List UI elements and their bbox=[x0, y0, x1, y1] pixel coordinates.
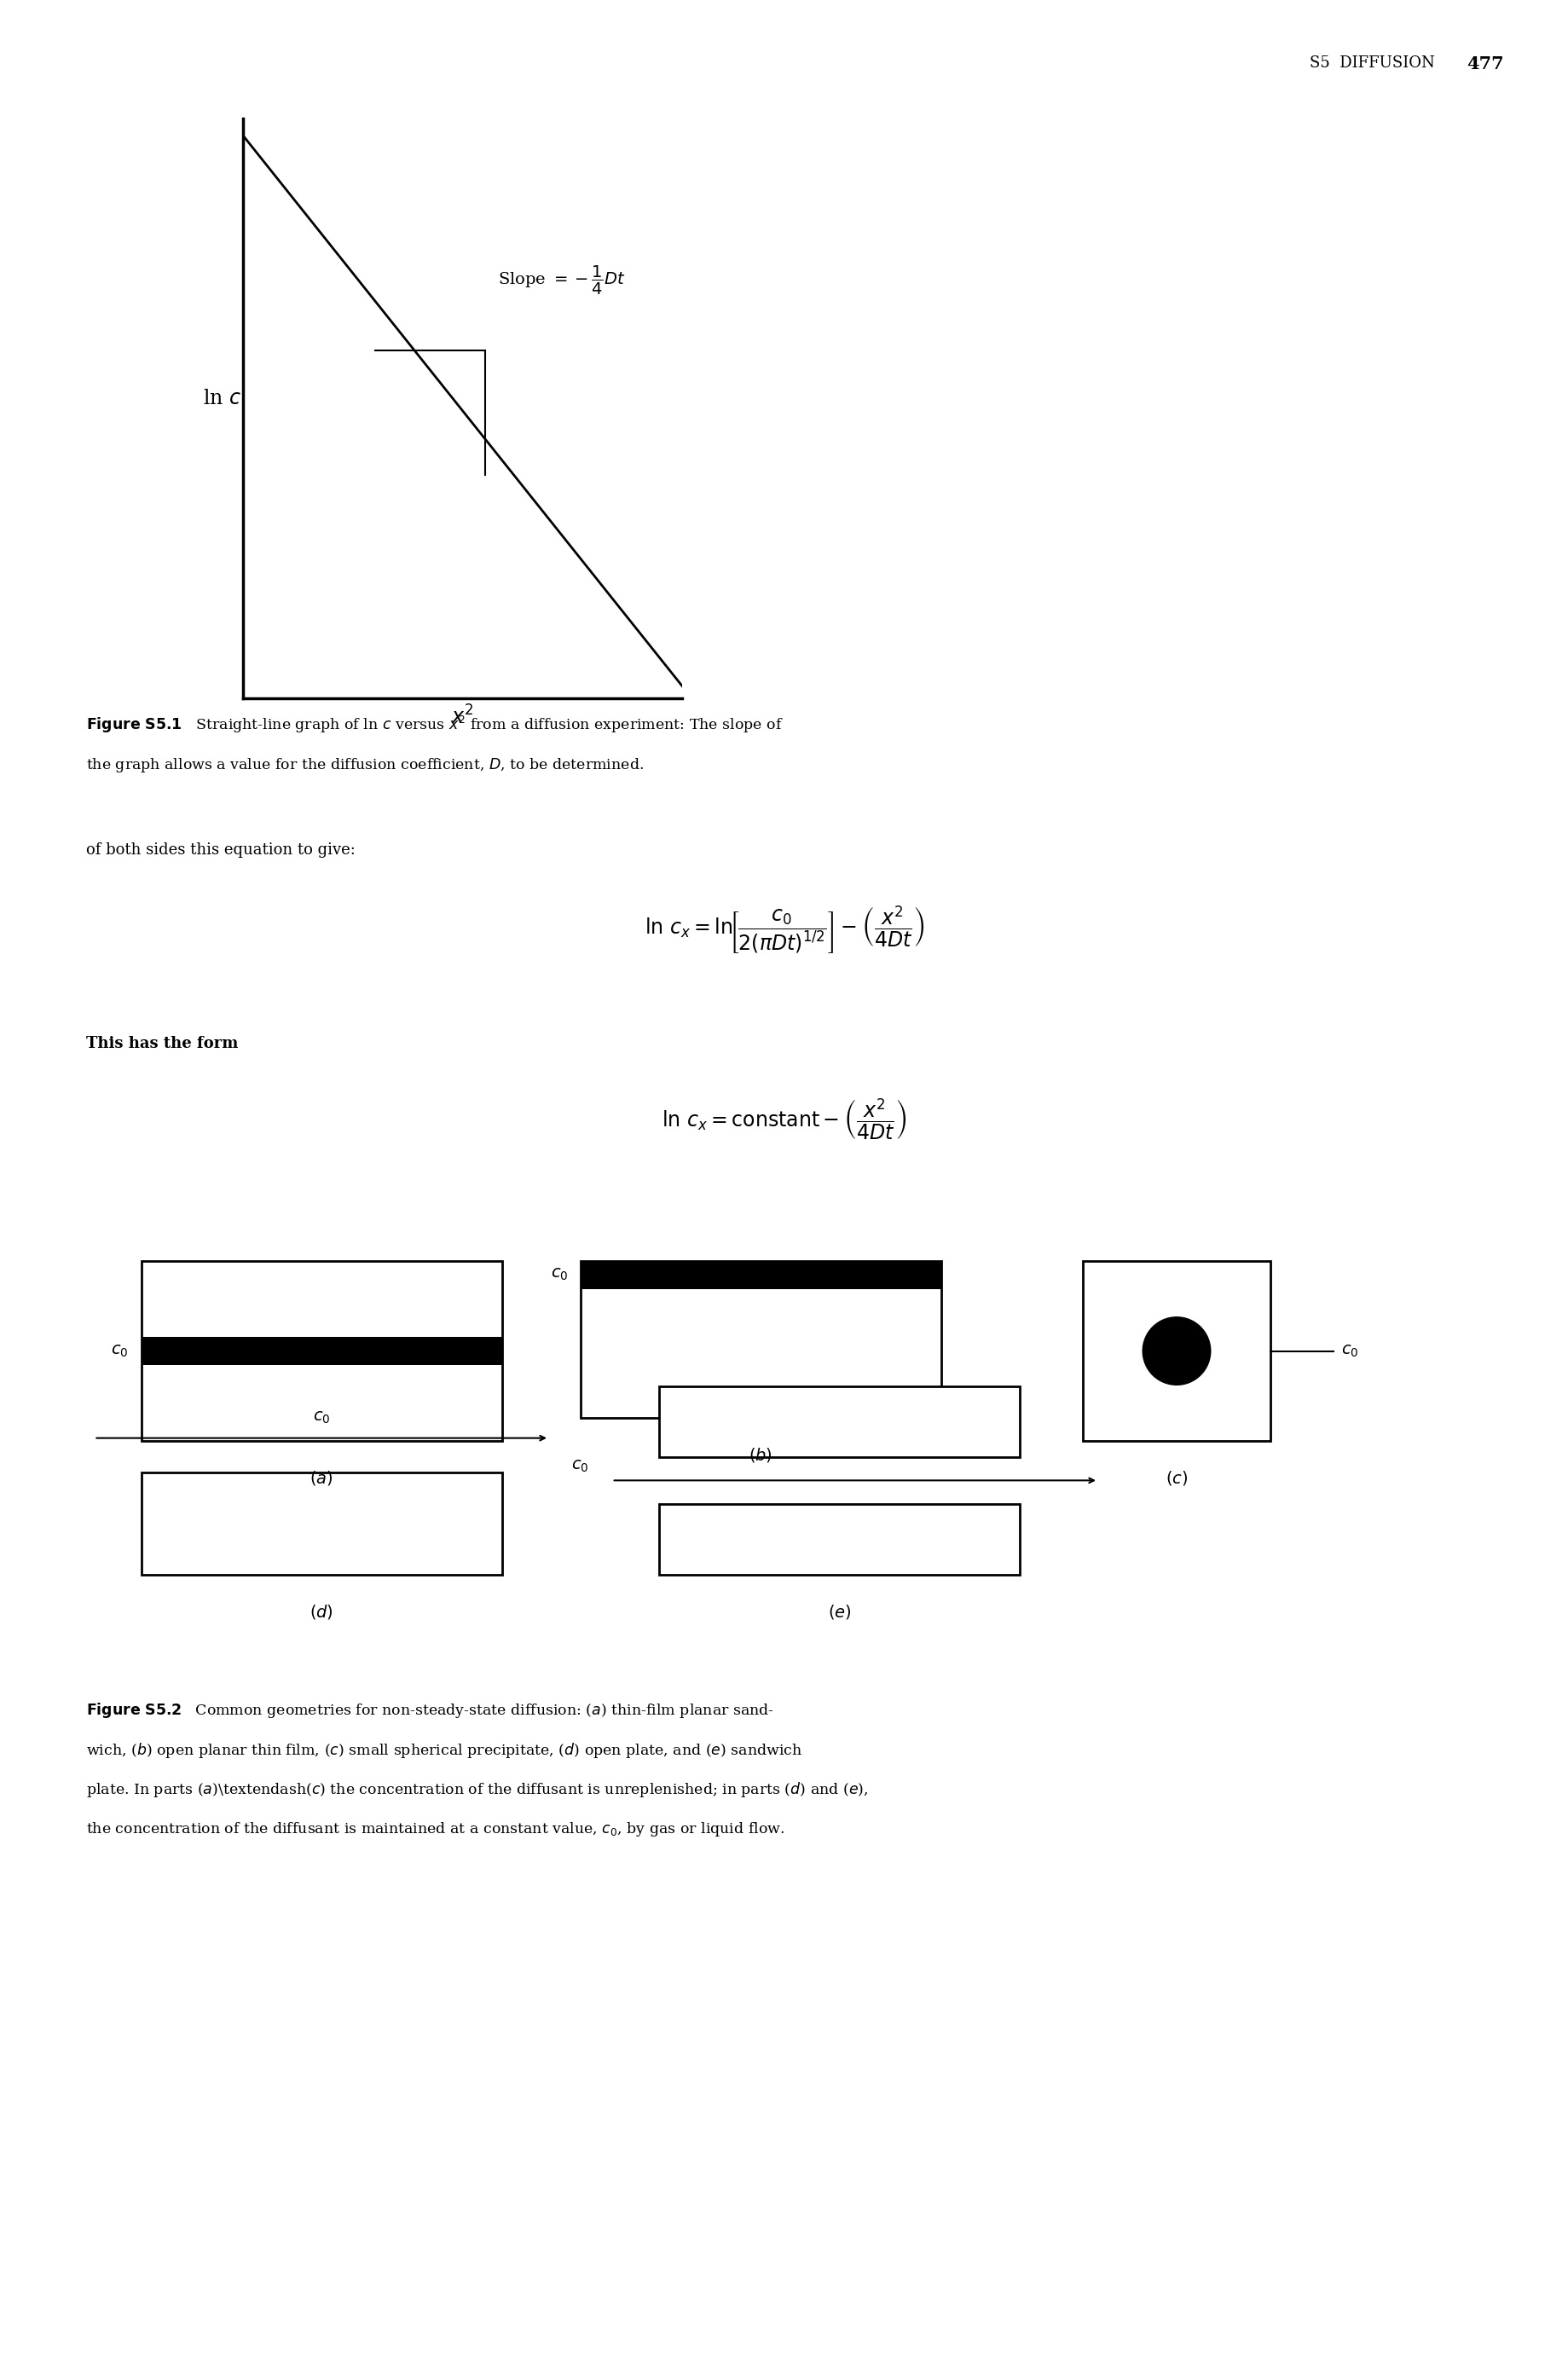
Bar bbox=[580, 1261, 941, 1289]
X-axis label: $x^2$: $x^2$ bbox=[452, 705, 474, 729]
Bar bbox=[1082, 1261, 1270, 1441]
Text: $c_0$: $c_0$ bbox=[571, 1457, 588, 1474]
Text: $(d)$: $(d)$ bbox=[309, 1602, 334, 1621]
Bar bbox=[659, 1386, 1019, 1457]
Bar bbox=[141, 1261, 502, 1441]
Text: This has the form: This has the form bbox=[86, 1036, 238, 1051]
Text: Slope $= -\dfrac{1}{4}Dt$: Slope $= -\dfrac{1}{4}Dt$ bbox=[497, 265, 626, 296]
Y-axis label: ln $c$: ln $c$ bbox=[202, 388, 241, 407]
Bar bbox=[659, 1505, 1019, 1573]
Text: $(b)$: $(b)$ bbox=[748, 1446, 773, 1465]
Text: plate. In parts ($a$)\textendash($c$) the concentration of the diffusant is unre: plate. In parts ($a$)\textendash($c$) th… bbox=[86, 1782, 869, 1801]
Text: the graph allows a value for the diffusion coefficient, $D$, to be determined.: the graph allows a value for the diffusi… bbox=[86, 757, 643, 774]
Text: $(e)$: $(e)$ bbox=[828, 1602, 850, 1621]
Text: $\mathbf{Figure\ S5.1}$   Straight-line graph of ln $c$ versus $x^2$ from a diff: $\mathbf{Figure\ S5.1}$ Straight-line gr… bbox=[86, 715, 782, 736]
Text: $\mathrm{ln}\ c_x = \mathrm{constant} - \left(\dfrac{x^2}{4Dt}\right)$: $\mathrm{ln}\ c_x = \mathrm{constant} - … bbox=[662, 1098, 906, 1140]
Bar bbox=[141, 1472, 502, 1573]
Text: $c_0$: $c_0$ bbox=[550, 1268, 568, 1282]
Text: $\mathrm{ln}\ c_x = \mathrm{ln}\!\left[\dfrac{c_0}{2(\pi Dt)^{1/2}}\right] - \le: $\mathrm{ln}\ c_x = \mathrm{ln}\!\left[\… bbox=[644, 904, 924, 956]
Text: the concentration of the diffusant is maintained at a constant value, $c_0$, by : the concentration of the diffusant is ma… bbox=[86, 1819, 784, 1838]
Text: $c_0$: $c_0$ bbox=[1341, 1344, 1358, 1358]
Circle shape bbox=[1142, 1315, 1210, 1386]
Text: $(c)$: $(c)$ bbox=[1165, 1469, 1187, 1488]
Bar bbox=[580, 1261, 941, 1417]
Text: $c_0$: $c_0$ bbox=[312, 1410, 331, 1424]
Text: of both sides this equation to give:: of both sides this equation to give: bbox=[86, 842, 356, 856]
Text: $c_0$: $c_0$ bbox=[111, 1344, 129, 1358]
Bar bbox=[141, 1337, 502, 1365]
Text: $(a)$: $(a)$ bbox=[310, 1469, 332, 1488]
Text: S5  DIFFUSION: S5 DIFFUSION bbox=[1309, 54, 1435, 71]
Text: 477: 477 bbox=[1466, 54, 1504, 73]
Text: wich, ($b$) open planar thin film, ($c$) small spherical precipitate, ($d$) open: wich, ($b$) open planar thin film, ($c$)… bbox=[86, 1741, 803, 1760]
Text: $\mathbf{Figure\ S5.2}$   Common geometries for non-steady-state diffusion: ($a$: $\mathbf{Figure\ S5.2}$ Common geometrie… bbox=[86, 1701, 775, 1720]
